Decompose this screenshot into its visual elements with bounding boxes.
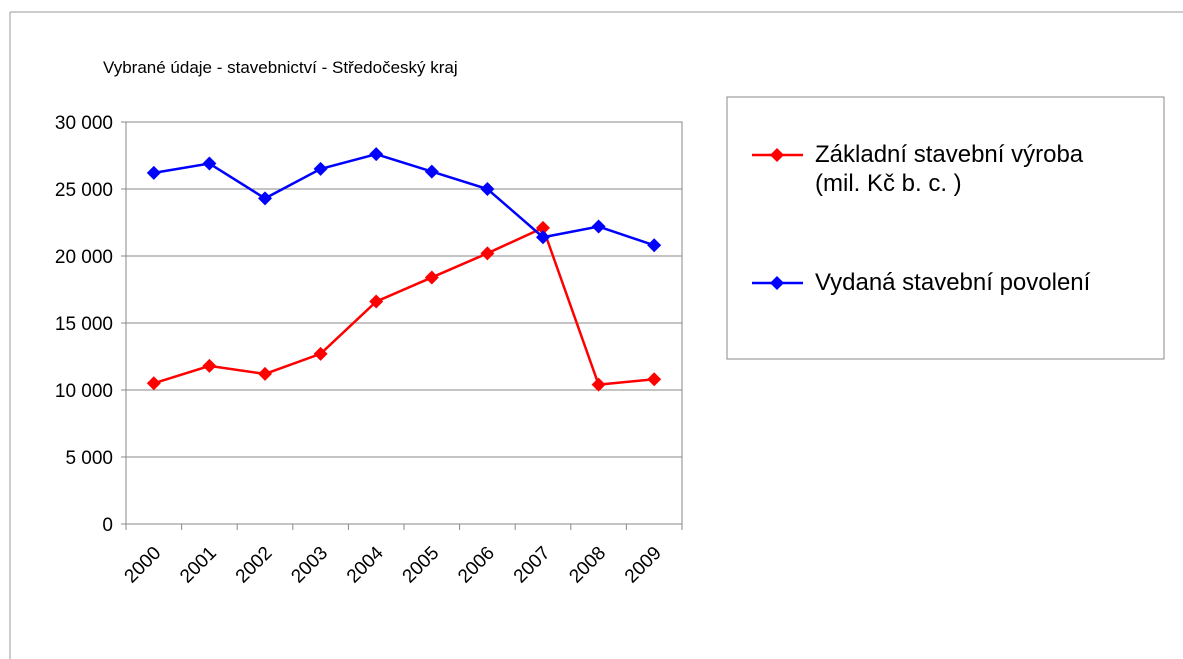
y-tick-label: 0	[102, 515, 113, 536]
marker	[146, 376, 161, 391]
legend-label: Vydaná stavební povolení	[815, 269, 1091, 296]
marker	[202, 358, 217, 373]
marker	[313, 346, 328, 361]
x-tick-label: 2001	[176, 543, 221, 588]
marker	[313, 161, 328, 176]
legend-box	[726, 96, 1165, 360]
x-tick-label: 2005	[399, 543, 444, 588]
marker	[591, 219, 606, 234]
y-tick-label: 20 000	[55, 247, 113, 268]
x-tick-label: 2003	[287, 543, 332, 588]
marker	[369, 147, 384, 162]
marker	[258, 191, 272, 206]
y-tick-label: 30 000	[55, 113, 113, 134]
legend-label: Základní stavební výroba (mil. Kč b. c. …	[815, 141, 1084, 197]
x-tick-label: 2004	[343, 542, 388, 587]
marker	[424, 270, 439, 285]
chart-title: Vybrané údaje - stavebnictví - Středočes…	[103, 58, 458, 77]
marker	[258, 366, 272, 381]
marker	[647, 238, 662, 253]
marker	[369, 294, 384, 309]
y-tick-label: 10 000	[55, 381, 113, 402]
marker	[202, 156, 217, 171]
marker	[536, 230, 550, 245]
y-tick-label: 15 000	[55, 314, 113, 335]
marker	[146, 165, 161, 180]
x-tick-label: 2007	[510, 543, 555, 588]
x-tick-label: 2006	[454, 543, 499, 588]
x-tick-label: 2009	[621, 543, 666, 588]
legend-marker	[770, 148, 784, 162]
series-line	[153, 152, 655, 247]
marker	[480, 182, 495, 196]
x-tick-label: 2000	[121, 543, 166, 588]
marker	[424, 164, 439, 179]
marker	[647, 372, 662, 387]
y-tick-label: 25 000	[55, 180, 113, 201]
x-tick-label: 2008	[565, 543, 610, 588]
x-tick-label: 2002	[232, 543, 277, 588]
marker	[480, 246, 495, 261]
series-line	[153, 226, 655, 386]
y-tick-label: 5 000	[65, 448, 113, 469]
marker	[536, 220, 550, 235]
marker	[591, 377, 606, 392]
legend-marker	[770, 276, 784, 290]
